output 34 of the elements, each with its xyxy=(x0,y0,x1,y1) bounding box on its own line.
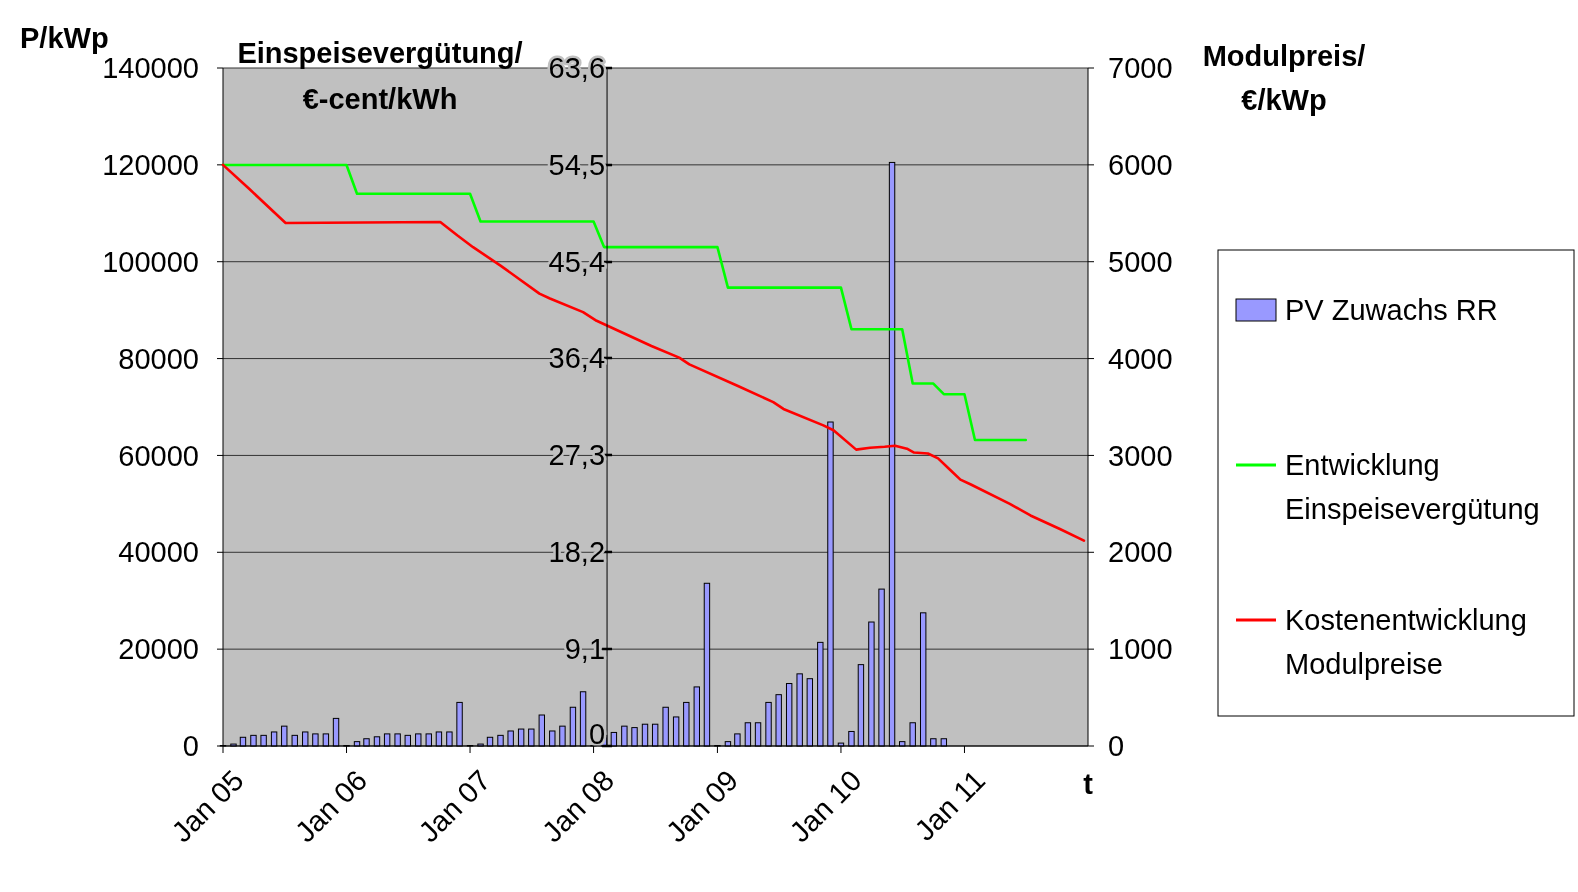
y-tick-label: 80000 xyxy=(118,342,199,375)
y-tick-label: 40000 xyxy=(118,536,199,569)
y3-tick-label: 0 xyxy=(1108,730,1125,763)
x-tick-label: Jan 06 xyxy=(288,763,374,849)
y3-tick-label: 4000 xyxy=(1108,342,1173,375)
legend-label: Kostenentwicklung Modulpreise xyxy=(1285,604,1527,681)
y-tick-label: 100000 xyxy=(102,245,199,278)
y2-axis-title: Einspeisevergütung/ €-cent/kWh xyxy=(237,37,523,115)
y2-tick-label: 63,6 xyxy=(548,52,606,85)
x-tick-label: Jan 05 xyxy=(165,763,250,849)
x-tick-label: Jan 08 xyxy=(535,763,621,849)
y3-tick-label: 6000 xyxy=(1108,149,1173,182)
y3-tick-label: 5000 xyxy=(1108,245,1173,278)
x-tick-label: Jan 07 xyxy=(412,763,497,849)
legend-label: Entwicklung Einspeisevergütung xyxy=(1285,449,1540,526)
y3-axis-title: Modulpreis/ €/kWp xyxy=(1202,40,1366,116)
y2-tick-label: 0 xyxy=(588,718,606,751)
y-tick-label: 60000 xyxy=(118,439,199,472)
y-tick-label: 120000 xyxy=(102,149,199,182)
y3-tick-label: 7000 xyxy=(1108,52,1173,85)
y2-tick-label: 54,5 xyxy=(548,149,606,182)
y3-tick-label: 2000 xyxy=(1108,536,1173,569)
y3-tick-label: 3000 xyxy=(1108,439,1173,472)
x-tick-label: Jan 11 xyxy=(908,763,992,847)
y3-tick-label: 1000 xyxy=(1108,633,1173,666)
y-axis-title: P/kWp xyxy=(20,22,109,54)
y-tick-label: 0 xyxy=(182,730,199,763)
x-tick-label: Jan 10 xyxy=(783,763,868,849)
x-axis-title: t xyxy=(1083,768,1094,800)
legend-label: PV Zuwachs RR xyxy=(1285,294,1498,327)
x-tick-label: Jan 09 xyxy=(659,763,745,849)
y-tick-label: 20000 xyxy=(118,633,199,666)
y-tick-label: 140000 xyxy=(102,52,199,85)
y2-tick-label: 9,1 xyxy=(564,633,606,666)
